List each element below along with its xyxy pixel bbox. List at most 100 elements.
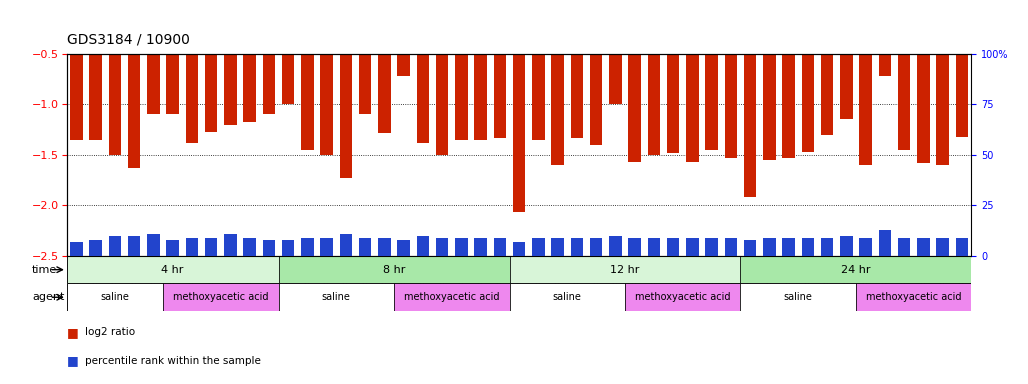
Bar [89,240,102,256]
Bar [648,3,660,155]
Bar [782,3,795,158]
Text: ■: ■ [67,354,78,367]
Bar [474,3,487,140]
Bar [782,238,795,256]
Bar [667,3,680,153]
Bar [937,3,949,165]
Text: saline: saline [553,292,582,302]
Bar [282,3,294,104]
Bar [879,230,891,256]
Bar [625,283,740,311]
Text: 8 hr: 8 hr [382,265,405,275]
Bar [359,238,371,256]
Bar [551,238,564,256]
Bar [840,236,852,256]
Bar [802,238,814,256]
Bar [67,283,163,311]
Bar [590,238,602,256]
Bar [956,3,968,137]
Bar [686,238,699,256]
Text: methoxyacetic acid: methoxyacetic acid [404,292,500,302]
Bar [493,238,506,256]
Text: 24 hr: 24 hr [841,265,871,275]
Text: log2 ratio: log2 ratio [85,327,136,337]
Bar [917,3,929,163]
Bar [205,238,218,256]
Bar [897,3,911,150]
Text: 12 hr: 12 hr [611,265,639,275]
Bar [416,236,429,256]
Bar [493,3,506,137]
Bar [378,238,391,256]
Text: 4 hr: 4 hr [161,265,184,275]
Bar [186,3,198,143]
Bar [339,3,353,178]
Bar [513,3,525,212]
Bar [205,3,218,132]
Bar [937,238,949,256]
Bar [394,283,510,311]
Bar [744,240,757,256]
Text: ■: ■ [67,326,78,339]
Text: agent: agent [32,292,65,302]
Bar [301,3,314,150]
Bar [725,238,737,256]
Bar [282,240,294,256]
Bar [686,3,699,162]
Bar [590,3,602,145]
Bar [416,3,429,143]
Text: methoxyacetic acid: methoxyacetic acid [866,292,961,302]
Bar [705,3,718,150]
Bar [321,3,333,155]
Bar [127,3,141,168]
Bar [897,238,911,256]
Text: percentile rank within the sample: percentile rank within the sample [85,356,261,366]
Bar [398,240,410,256]
Bar [956,238,968,256]
Bar [628,3,640,162]
Bar [398,3,410,76]
Bar [510,256,740,283]
Bar [339,234,353,256]
Bar [147,3,159,114]
Bar [856,283,971,311]
Bar [224,234,236,256]
Bar [859,3,872,165]
Bar [533,238,545,256]
Bar [510,283,625,311]
Bar [224,3,236,124]
Text: saline: saline [322,292,351,302]
Bar [740,256,971,283]
Bar [147,234,159,256]
Text: GDS3184 / 10900: GDS3184 / 10900 [67,32,190,46]
Bar [436,238,448,256]
Bar [244,3,256,122]
Text: saline: saline [783,292,813,302]
Bar [244,238,256,256]
Bar [359,3,371,114]
Bar [127,236,141,256]
Bar [279,283,394,311]
Bar [610,236,622,256]
Bar [163,283,279,311]
Bar [571,238,583,256]
Text: methoxyacetic acid: methoxyacetic acid [635,292,731,302]
Bar [840,3,852,119]
Bar [802,3,814,152]
Bar [70,242,82,256]
Bar [301,238,314,256]
Bar [705,238,718,256]
Bar [70,3,82,140]
Bar [551,3,564,165]
Bar [167,3,179,114]
Bar [378,3,391,132]
Bar [820,3,834,135]
Bar [648,238,660,256]
Bar [667,238,680,256]
Bar [167,240,179,256]
Bar [67,256,279,283]
Bar [474,238,487,256]
Bar [455,3,468,140]
Bar [186,238,198,256]
Bar [455,238,468,256]
